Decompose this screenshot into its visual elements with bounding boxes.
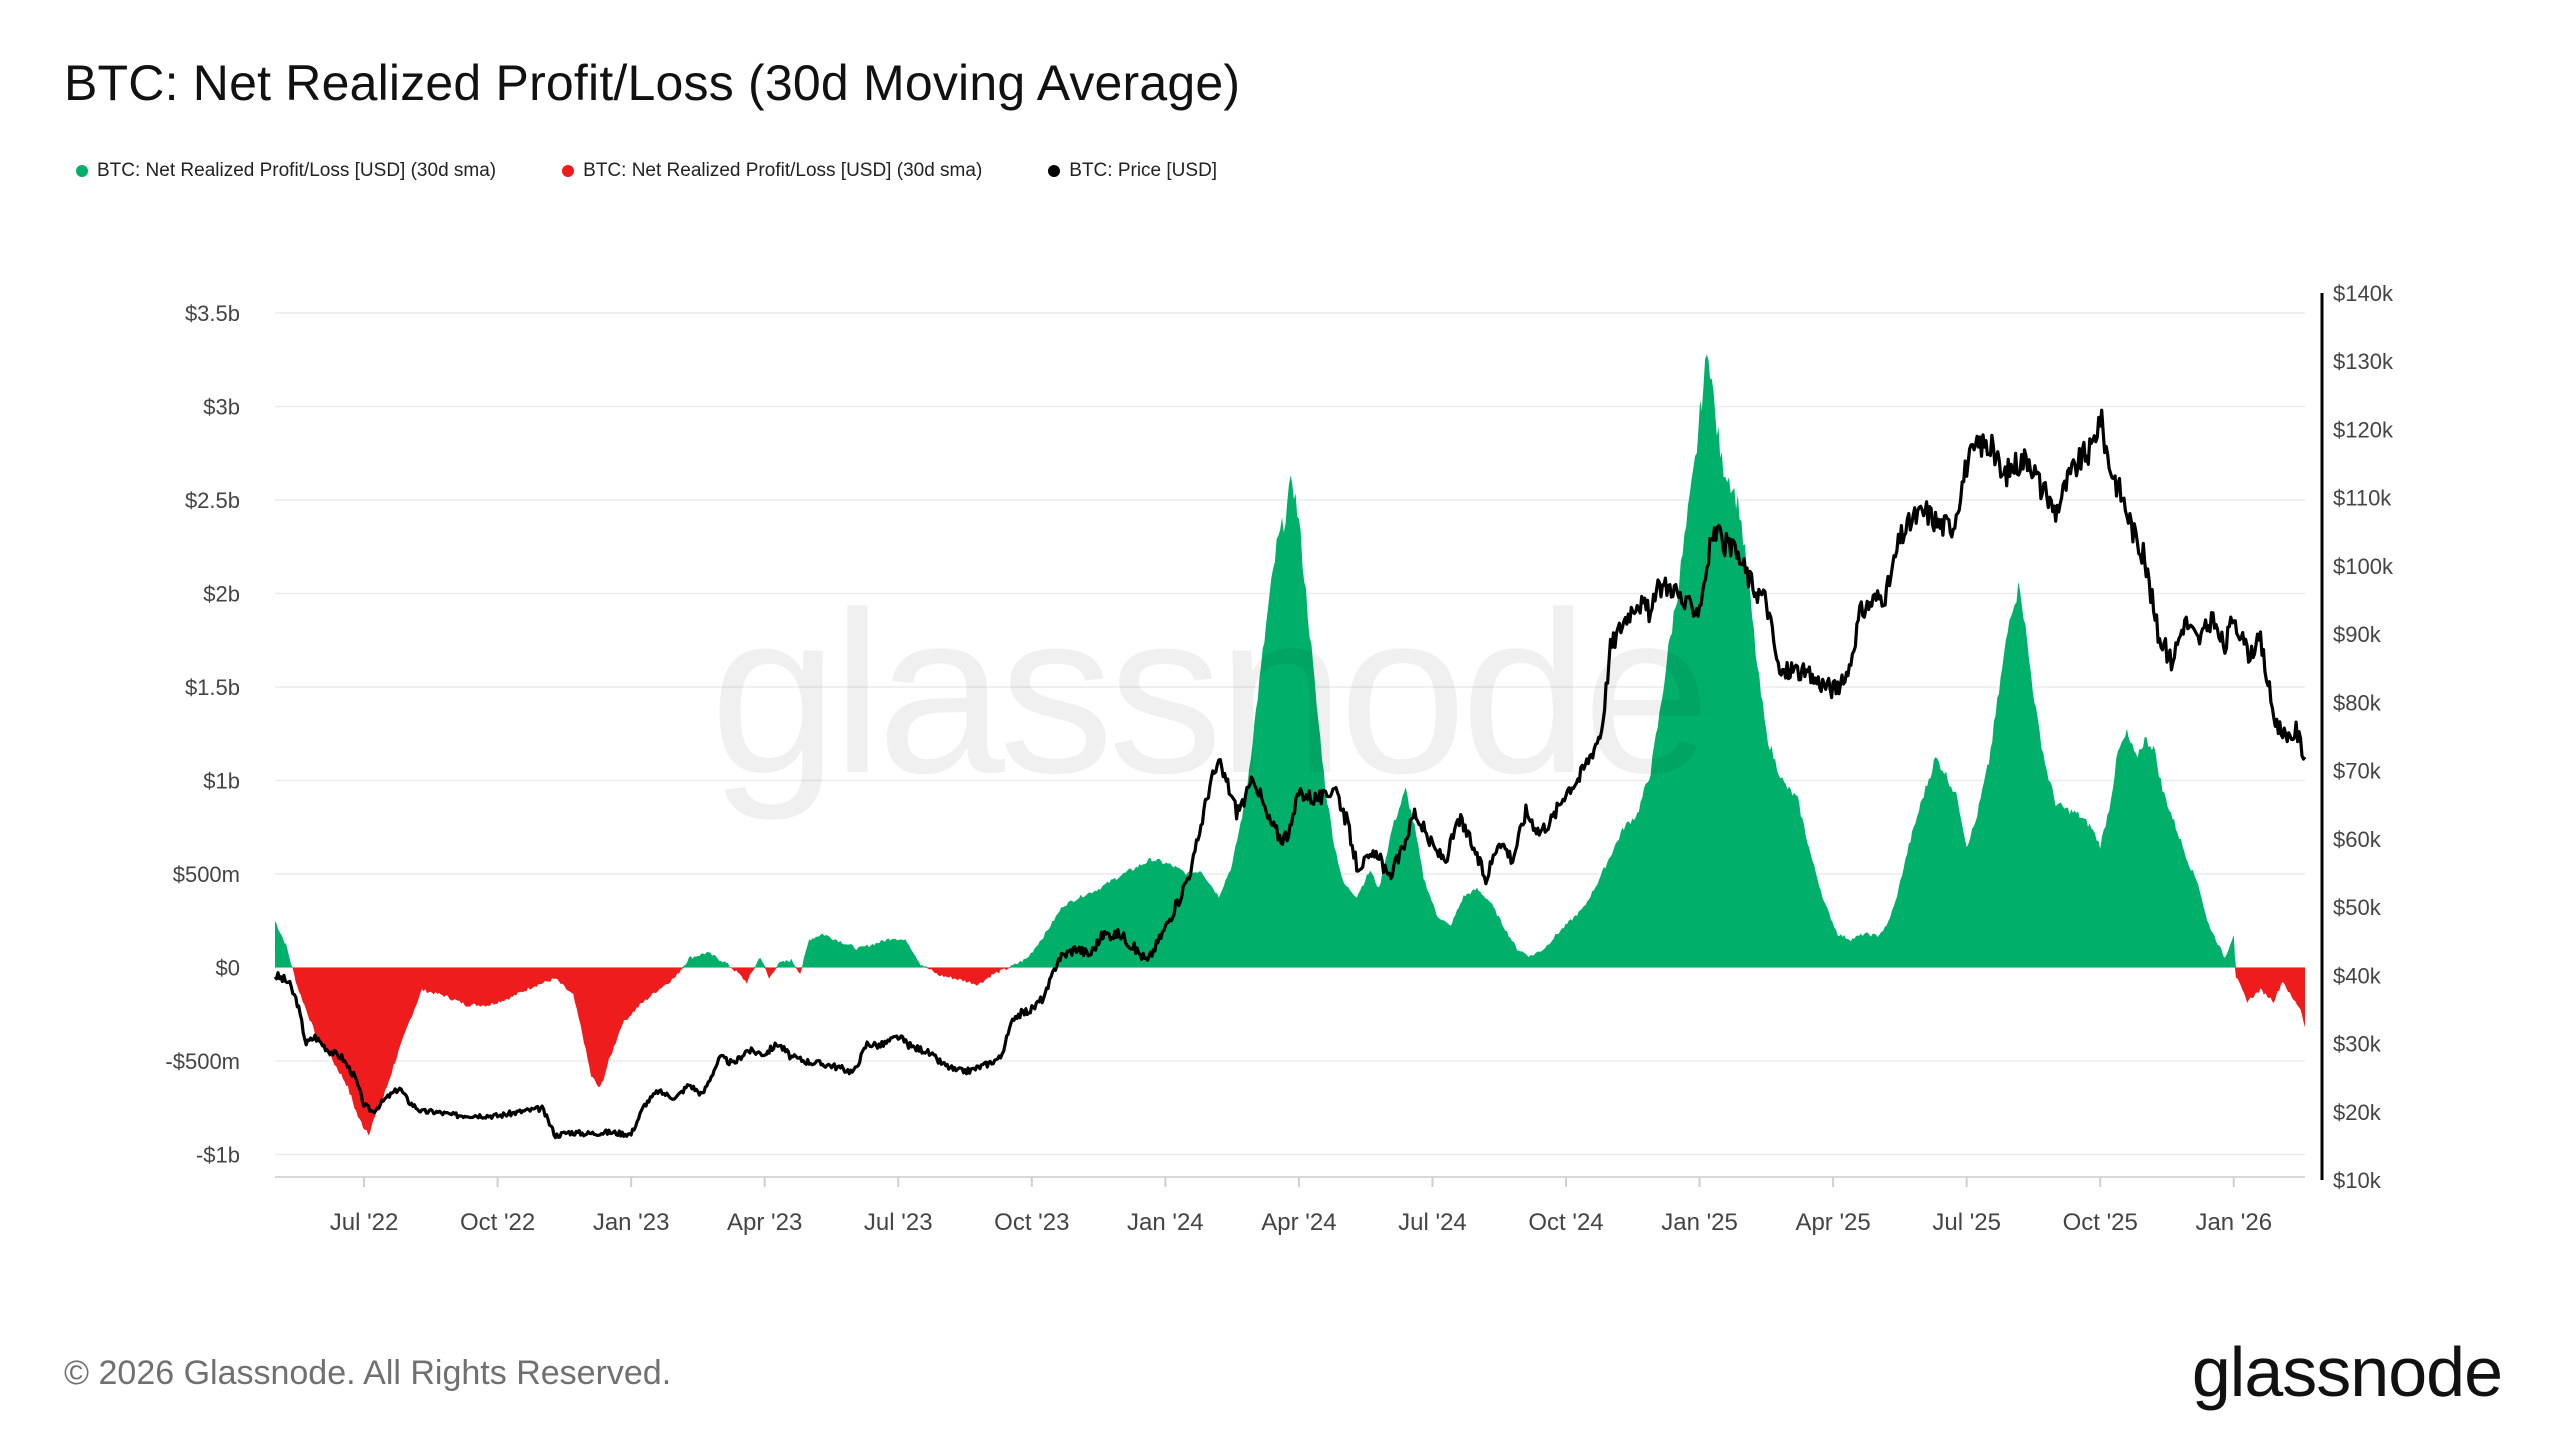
x-axis-tick-label: Apr '23	[727, 1209, 802, 1236]
left-axis-tick-label: $1b	[203, 769, 240, 794]
x-axis-tick-label: Jul '22	[330, 1209, 399, 1236]
x-axis-tick-label: Jan '23	[593, 1209, 670, 1236]
left-axis-tick-label: $3b	[203, 395, 240, 420]
right-axis-tick-label: $90k	[2333, 622, 2382, 647]
x-axis-tick-label: Jul '23	[864, 1209, 933, 1236]
legend-dot-green-icon	[76, 165, 88, 177]
x-axis-tick-label: Jan '25	[1661, 1209, 1738, 1236]
right-axis-tick-label: $80k	[2333, 690, 2382, 715]
right-axis-tick-label: $70k	[2333, 759, 2382, 784]
profit-area	[275, 354, 2305, 968]
glassnode-logo[interactable]: glassnode	[2191, 1333, 2503, 1411]
left-axis-tick-label: $500m	[173, 862, 240, 887]
right-axis-tick-label: $110k	[2333, 486, 2392, 511]
x-axis-tick-label: Jul '24	[1398, 1209, 1467, 1236]
x-axis-tick-label: Oct '25	[2063, 1209, 2138, 1236]
x-axis-tick-label: Jan '26	[2195, 1209, 2272, 1236]
x-axis-tick-label: Apr '24	[1261, 1209, 1336, 1236]
left-axis-tick-label: $0	[216, 956, 240, 981]
right-axis-tick-label: $60k	[2333, 827, 2382, 852]
right-axis-tick-label: $50k	[2333, 895, 2382, 920]
legend-dot-red-icon	[562, 165, 575, 177]
x-axis-tick-label: Jul '25	[1932, 1209, 2001, 1236]
legend-label-profit: BTC: Net Realized Profit/Loss [USD] (30d…	[97, 160, 497, 181]
left-axis-tick-label: $1.5b	[185, 675, 240, 700]
right-axis-tick-label: $20k	[2333, 1100, 2382, 1125]
profit-loss-area	[275, 354, 2305, 1136]
price-line	[273, 408, 2307, 1140]
right-axis-tick-label: $30k	[2333, 1032, 2382, 1057]
x-axis-tick-label: Apr '25	[1795, 1209, 1870, 1236]
right-axis-tick-label: $120k	[2333, 417, 2394, 442]
x-axis-tick-label: Jan '24	[1127, 1209, 1204, 1236]
loss-area	[275, 967, 2305, 1136]
right-axis-tick-label: $140k	[2333, 281, 2394, 306]
right-axis-tick-label: $40k	[2333, 963, 2382, 988]
left-axis-tick-label: $3.5b	[185, 301, 240, 326]
legend-item-price[interactable]: BTC: Price [USD]	[1048, 160, 1217, 182]
legend-item-profit[interactable]: BTC: Net Realized Profit/Loss [USD] (30d…	[76, 160, 496, 182]
x-axis-tick-label: Oct '24	[1528, 1209, 1603, 1236]
chart-title: BTC: Net Realized Profit/Loss (30d Movin…	[64, 55, 1241, 111]
price-line-group	[273, 408, 2307, 1140]
legend: BTC: Net Realized Profit/Loss [USD] (30d…	[76, 160, 1283, 182]
right-axis-tick-label: $100k	[2333, 554, 2394, 579]
legend-item-loss[interactable]: BTC: Net Realized Profit/Loss [USD] (30d…	[562, 160, 982, 182]
legend-label-loss: BTC: Net Realized Profit/Loss [USD] (30d…	[583, 160, 983, 181]
left-axis-tick-label: $2.5b	[185, 488, 240, 513]
x-axis-tick-label: Oct '23	[994, 1209, 1069, 1236]
right-axis-tick-label: $130k	[2333, 349, 2394, 374]
x-axis-tick-label: Oct '22	[460, 1209, 535, 1236]
axes: $3.5b $3b $2.5b $2b $1.5b $1b $500m $0 -$500m -$1…	[165, 281, 2394, 1236]
copyright-footer: © 2026 Glassnode. All Rights Reserved.	[64, 1354, 672, 1392]
legend-dot-black-icon	[1048, 165, 1061, 177]
left-axis-tick-label: $2b	[203, 582, 240, 607]
left-axis-tick-label: -$500m	[165, 1049, 240, 1074]
left-axis-tick-label: -$1b	[196, 1143, 240, 1168]
right-axis-tick-label: $10k	[2333, 1168, 2382, 1193]
legend-label-price: BTC: Price [USD]	[1069, 160, 1218, 181]
